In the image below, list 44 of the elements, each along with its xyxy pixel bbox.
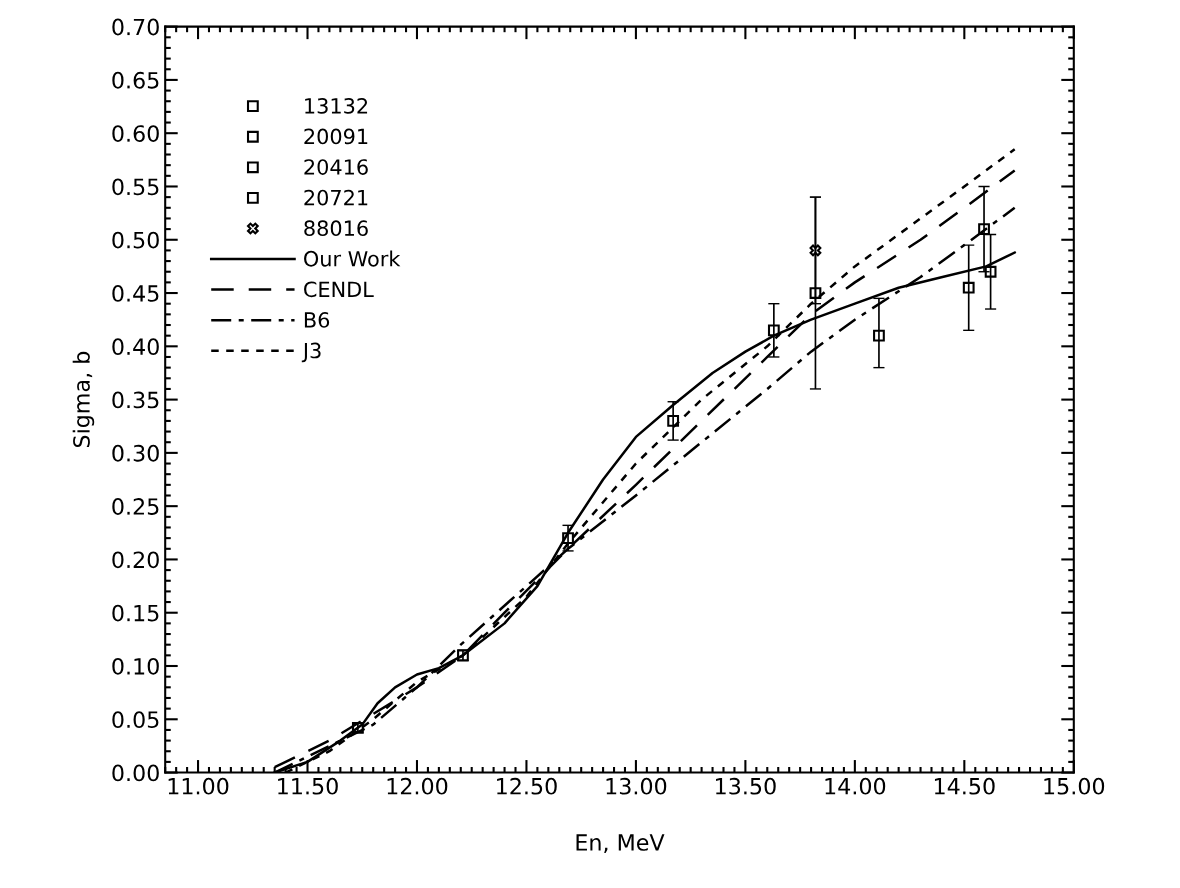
legend-label: CENDL <box>304 281 374 298</box>
y-tick-label: 0.20 <box>112 551 159 569</box>
y-tick-label: 0.70 <box>112 18 159 36</box>
y-tick-label: 0.65 <box>112 71 159 89</box>
y-tick-label: 0.35 <box>112 391 159 409</box>
x-tick-label: 11.50 <box>278 777 338 795</box>
y-tick-label: 0.60 <box>112 125 159 142</box>
y-tick-label: 0.40 <box>112 338 159 356</box>
y-tick-label: 0.00 <box>112 764 159 782</box>
y-tick-label: 0.25 <box>112 498 159 515</box>
point <box>562 532 574 545</box>
point <box>962 281 975 294</box>
legend-label: B6 <box>304 312 330 328</box>
point <box>873 329 885 342</box>
x-axis-title: En, MeV <box>576 834 665 854</box>
y-tick-label: 0.30 <box>112 444 159 462</box>
y-tick-label: 0.45 <box>112 284 159 302</box>
y-tick-label: 0.50 <box>112 231 159 249</box>
legend-label: J3 <box>301 342 321 363</box>
point <box>978 223 990 236</box>
x-tick-label: 12.00 <box>387 777 448 795</box>
legend-label: 20721 <box>304 189 368 206</box>
legend-label: 13132 <box>305 97 368 114</box>
x-tick-label: 15.00 <box>1044 777 1105 795</box>
x-tick-label: 14.50 <box>934 777 995 795</box>
y-axis-title: Sigma, b <box>72 351 95 448</box>
legend-label: 20416 <box>304 159 368 175</box>
point <box>667 415 680 427</box>
x-tick-label: 12.50 <box>497 777 557 795</box>
point <box>767 324 780 337</box>
point <box>809 244 822 257</box>
legend-label: 88016 <box>304 220 368 237</box>
y-tick-label: 0.55 <box>112 178 159 196</box>
y-tick-label: 0.05 <box>112 711 159 729</box>
y-tick-label: 0.10 <box>112 657 159 675</box>
y-tick-label: 0.15 <box>112 604 159 622</box>
legend-label: Our Work <box>304 250 401 267</box>
x-tick-label: 13.50 <box>716 777 776 795</box>
x-tick-label: 11.00 <box>168 777 229 795</box>
x-tick-label: 13.00 <box>606 777 667 795</box>
point <box>809 287 822 299</box>
point <box>984 265 997 278</box>
x-tick-label: 14.00 <box>825 777 886 795</box>
legend-label: 20091 <box>304 128 368 145</box>
